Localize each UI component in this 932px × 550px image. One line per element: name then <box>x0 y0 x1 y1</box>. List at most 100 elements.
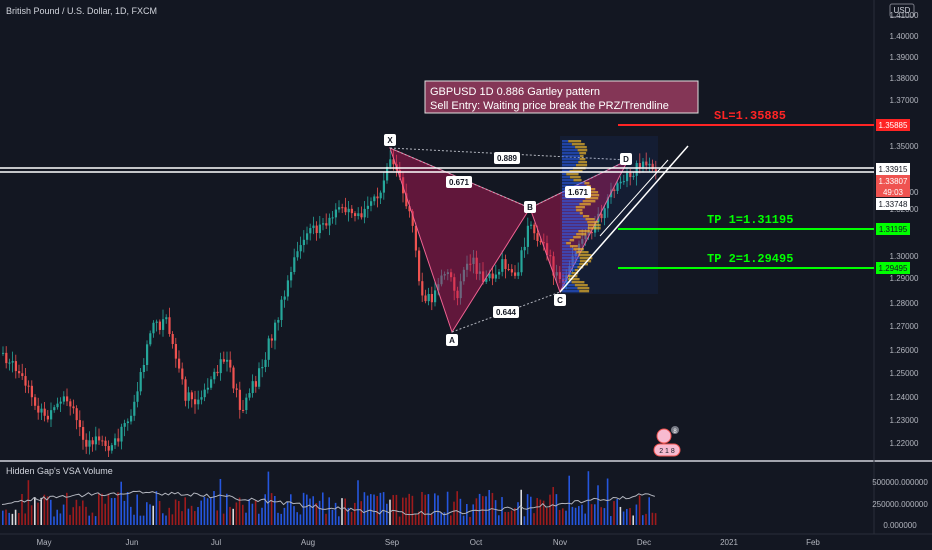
symbol-title[interactable]: British Pound / U.S. Dollar, 1D, FXCM <box>6 6 157 16</box>
volume-bar <box>648 497 650 525</box>
candle-body <box>619 181 622 184</box>
profile-bar-buy <box>562 164 577 167</box>
price-tick-label: 1.23000 <box>890 416 919 425</box>
profile-bar-sell <box>582 200 596 203</box>
trendline-channel[interactable] <box>599 159 669 237</box>
candle-body <box>341 207 344 209</box>
profile-bar-sell <box>571 143 585 146</box>
indicator-tick-label: 250000.000000 <box>872 500 928 509</box>
candle-body <box>226 359 229 362</box>
volume-bar <box>101 493 103 525</box>
volume-bar <box>62 504 65 525</box>
price-tick-label: 1.25000 <box>890 369 919 378</box>
profile-bar-sell <box>573 179 582 182</box>
currency-label: USD <box>894 6 911 15</box>
candle-body <box>101 440 104 442</box>
candle-body <box>62 396 65 402</box>
profile-bar-buy <box>562 260 580 263</box>
candle-body <box>453 277 456 291</box>
volume-bar <box>72 507 74 525</box>
white-line-price-badge <box>876 163 910 175</box>
profile-bar-sell <box>587 194 600 197</box>
price-tick-label: 1.27000 <box>890 322 919 331</box>
volume-bar <box>277 512 279 525</box>
tp1-price-text: 1.31195 <box>879 225 908 234</box>
volume-bar <box>194 511 196 525</box>
candle-body <box>325 223 328 226</box>
profile-bar-buy <box>562 149 578 152</box>
profile-bar-buy <box>562 218 586 221</box>
volume-bar <box>219 478 222 525</box>
idea-icon[interactable] <box>656 428 672 444</box>
candle-body <box>152 322 155 334</box>
profile-bar-buy <box>562 287 578 290</box>
volume-bar <box>306 494 308 525</box>
volume-bar <box>587 471 590 525</box>
point-b-label: B <box>527 203 533 212</box>
time-tick-label: Sep <box>385 538 400 547</box>
candle-body <box>488 273 491 279</box>
ratio-badge-ac <box>493 306 519 318</box>
candle-body <box>229 359 232 368</box>
volume-bar <box>629 508 631 525</box>
profile-bar-sell <box>579 212 583 215</box>
profile-bar-sell <box>584 182 590 185</box>
point-b-badge[interactable] <box>524 201 536 213</box>
volume-bar <box>462 515 465 525</box>
volume-bar <box>210 497 212 525</box>
candle-body <box>654 169 657 172</box>
point-d-badge[interactable] <box>620 153 632 165</box>
point-c-badge[interactable] <box>554 294 566 306</box>
currency-badge[interactable] <box>889 3 915 18</box>
volume-bar <box>107 493 110 525</box>
profile-bar-sell <box>587 191 599 194</box>
profile-bar-sell <box>587 188 596 191</box>
price-tick-label: 1.40000 <box>890 32 919 41</box>
volume-bar <box>523 516 526 525</box>
volume-bar <box>261 507 263 525</box>
candle-body <box>2 352 5 354</box>
time-axis[interactable]: May Jun Jul Aug Sep Oct Nov Dec 2021 Feb <box>36 538 820 547</box>
volume-bar <box>286 501 289 525</box>
volume-bar <box>626 508 628 525</box>
profile-bar-buy <box>562 230 579 233</box>
candle-body <box>408 206 411 212</box>
point-d-label: D <box>623 155 629 164</box>
candle-body <box>523 246 526 251</box>
volume-bar <box>238 497 241 525</box>
volume-bar <box>408 493 410 525</box>
candle-body <box>78 420 81 428</box>
indicator-axis[interactable]: 500000.000000 250000.000000 0.000000 <box>872 478 928 530</box>
profile-bar-buy <box>562 176 571 179</box>
volume-bar <box>581 504 583 525</box>
candle-body <box>283 296 286 300</box>
volume-bar <box>402 497 404 525</box>
annotation-box[interactable] <box>424 80 699 114</box>
candle-body <box>165 317 168 320</box>
profile-bar-buy <box>562 143 572 146</box>
candle-body <box>622 181 625 183</box>
point-a-badge[interactable] <box>446 334 458 346</box>
volume-bar <box>165 515 167 525</box>
trendline-support[interactable] <box>559 145 689 293</box>
profile-bar-sell <box>576 164 588 167</box>
candle-body <box>30 385 33 398</box>
candle-body <box>286 280 289 297</box>
candle-body <box>443 274 446 276</box>
profile-bar-buy <box>562 170 570 173</box>
volume-bar <box>488 489 490 525</box>
profile-bar-buy <box>562 281 572 284</box>
profile-bar-buy <box>562 284 575 287</box>
volume-bar <box>130 506 132 525</box>
candle-body <box>616 183 619 191</box>
indicator-title[interactable]: Hidden Gap's VSA Volume <box>6 466 113 476</box>
profile-bar-buy <box>562 158 580 161</box>
volume-bar <box>309 498 311 525</box>
point-x-badge[interactable] <box>384 134 396 146</box>
volume-bar <box>133 514 135 525</box>
candle-body <box>53 407 56 411</box>
volume-bar <box>418 511 420 525</box>
candle-body <box>645 161 648 166</box>
events-icon[interactable] <box>653 443 681 457</box>
